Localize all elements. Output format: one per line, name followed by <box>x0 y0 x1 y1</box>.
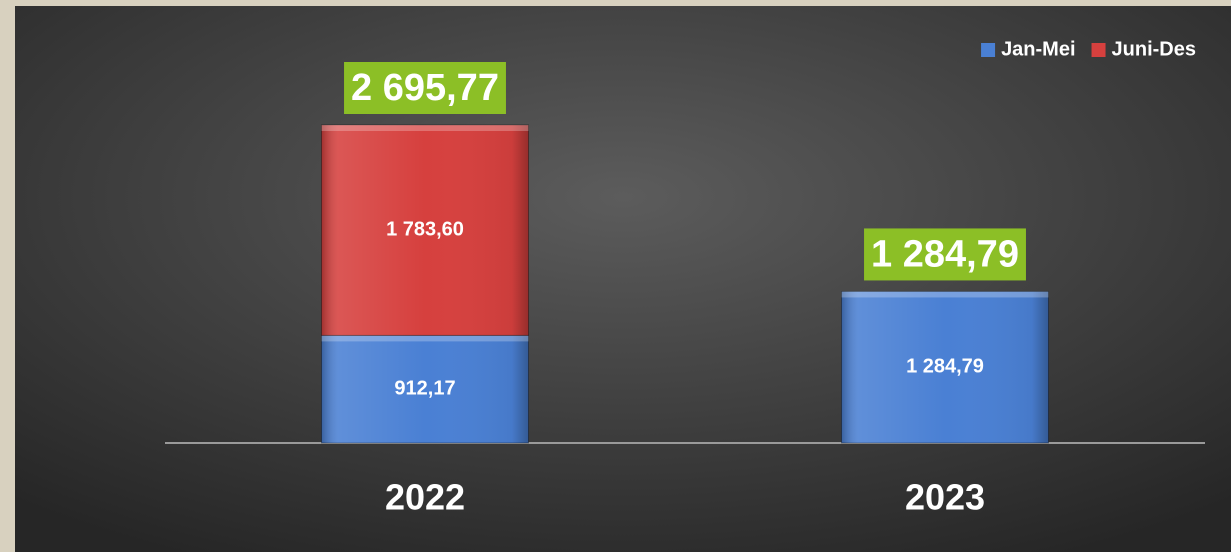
plot-background <box>15 6 1231 552</box>
bar-sheen <box>321 335 529 443</box>
total-label-box <box>344 62 506 114</box>
bar-top <box>321 335 529 342</box>
x-tick-label: 2023 <box>905 477 985 518</box>
bar-top <box>841 291 1049 298</box>
value-label: 1 783,60 <box>386 218 464 240</box>
legend-label: Jan-Mei <box>1001 38 1075 60</box>
bar-sheen <box>841 291 1049 443</box>
total-label: 2 695,77 <box>351 67 499 109</box>
x-tick-label: 2022 <box>385 477 465 518</box>
bar-sheen <box>321 125 529 336</box>
total-label-box <box>864 228 1026 281</box>
legend-swatch <box>981 43 996 57</box>
legend-swatch <box>1091 43 1106 57</box>
bar-top <box>321 125 529 131</box>
value-label: 1 284,79 <box>906 356 984 378</box>
total-label: 1 284,79 <box>871 233 1019 275</box>
legend-label: Juni-Des <box>1112 38 1196 60</box>
value-label: 912,17 <box>394 377 455 399</box>
